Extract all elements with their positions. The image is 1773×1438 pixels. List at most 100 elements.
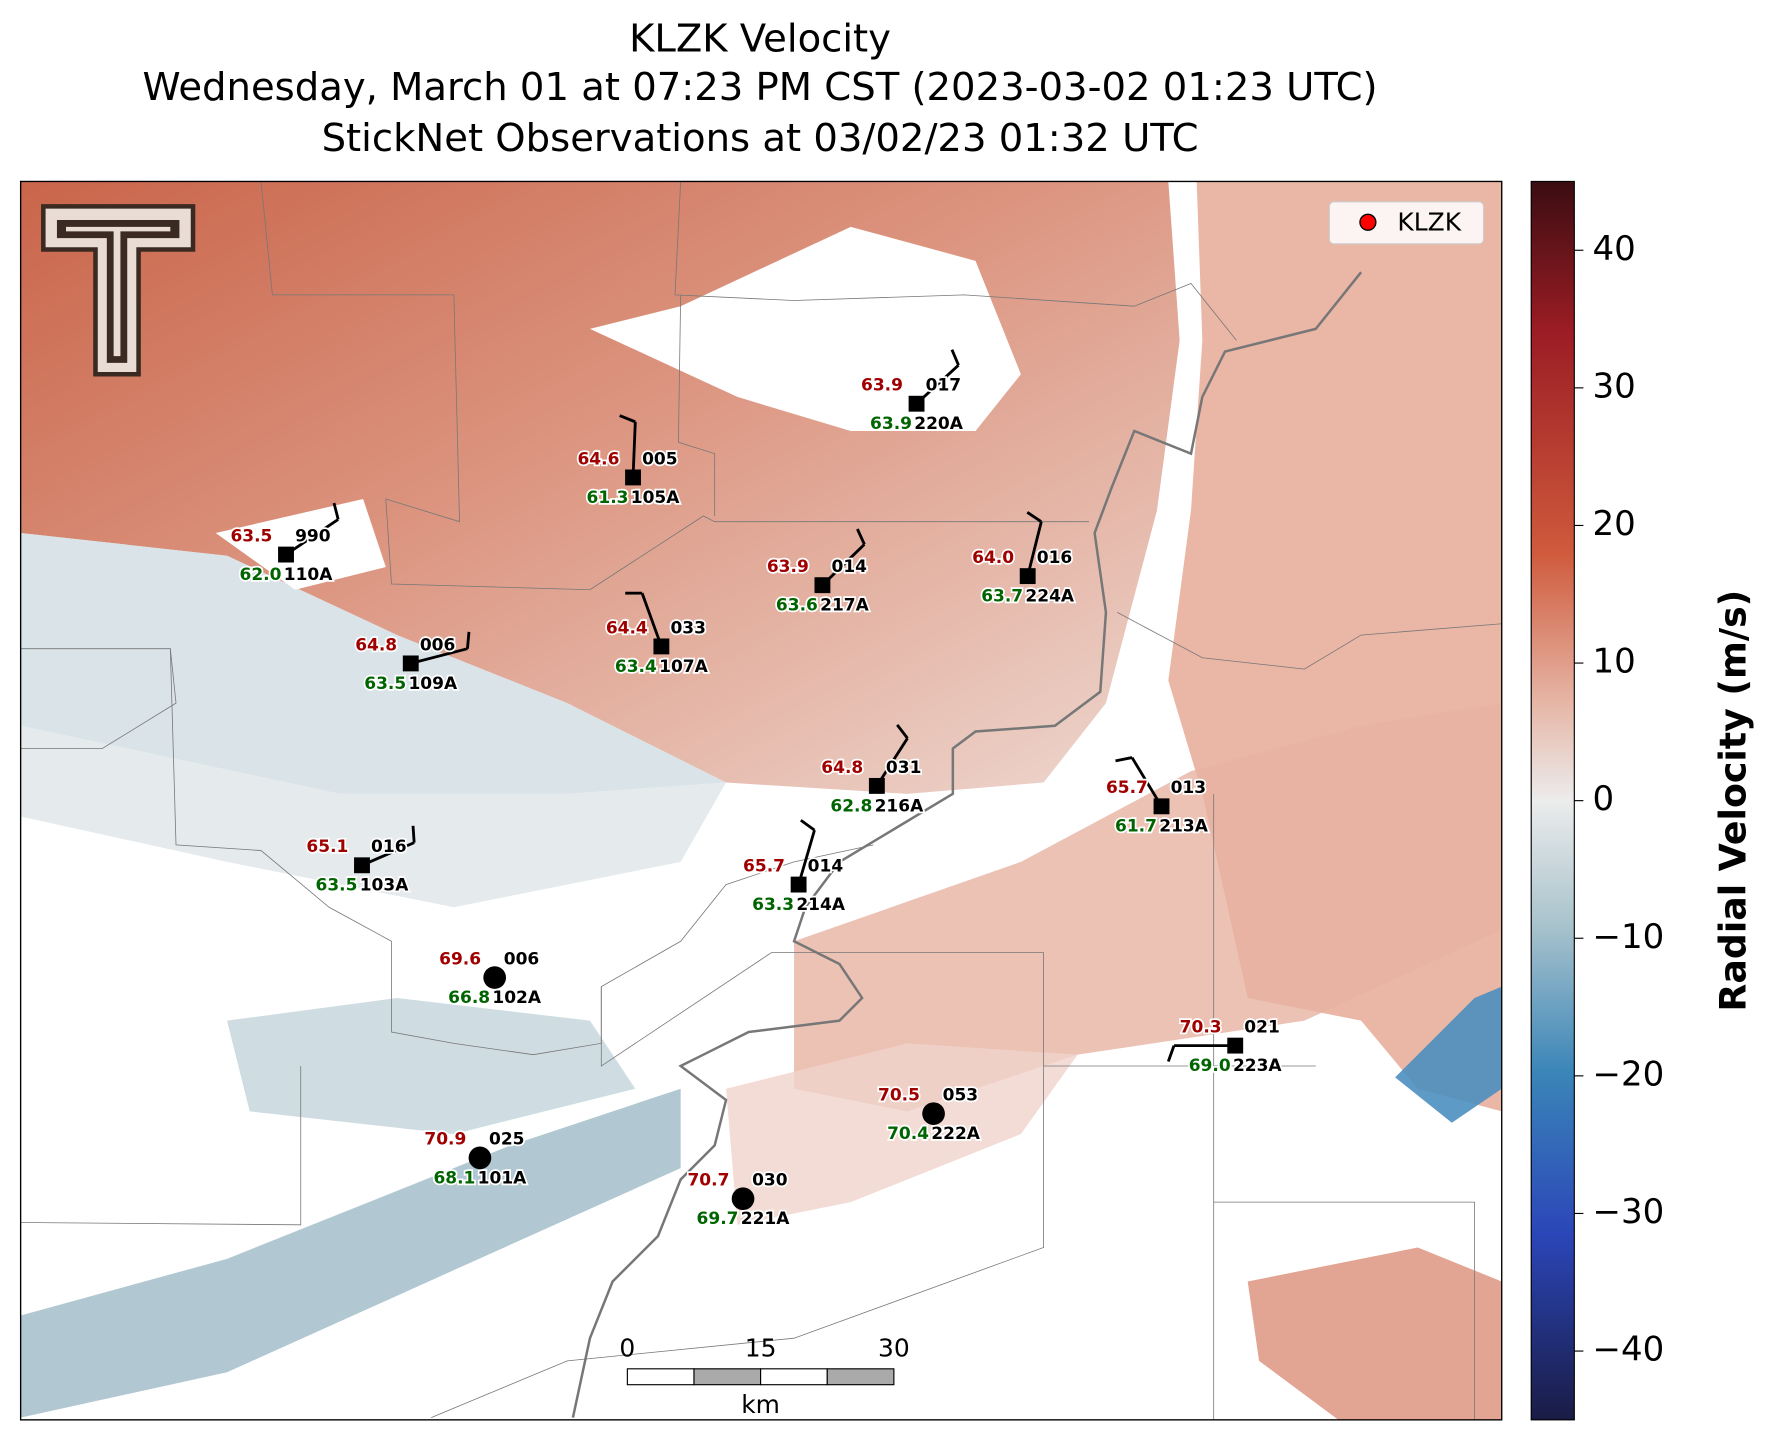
station-marker [814,577,831,594]
legend-marker [1359,213,1377,231]
wind-barb-flag [800,819,816,832]
station-id: 217A [820,596,869,616]
station-marker [731,1187,755,1211]
station-marker [468,1146,492,1170]
station-marker [1153,798,1170,815]
wind-barb-flag [950,349,960,366]
temperature: 65.1 [306,837,348,857]
dewpoint: 63.3 [752,895,794,915]
temperature: 69.6 [439,949,481,969]
station-id: 101A [478,1168,527,1188]
scale-tick-label: 0 [619,1334,635,1363]
wind-barb-flag [1115,756,1133,763]
dewpoint: 63.5 [364,674,406,694]
titles: KLZK Velocity Wednesday, March 01 at 07:… [142,16,1377,161]
pressure: 014 [808,856,844,876]
legend: KLZK [1328,201,1485,245]
temperature: 64.8 [821,758,863,778]
dewpoint: 61.7 [1115,817,1157,837]
pressure: 006 [504,949,540,969]
station-marker [1227,1037,1244,1054]
station-id: 213A [1159,817,1208,837]
legend-label: KLZK [1397,207,1461,236]
scale-tick-label: 15 [745,1334,777,1363]
temperature: 63.9 [861,376,903,396]
station-id: 105A [631,488,680,508]
station-id: 220A [914,414,963,434]
temperature: 64.4 [606,618,648,638]
station-id: 214A [796,895,845,915]
station-id: 222A [931,1124,980,1144]
station-id: 109A [408,674,457,694]
temperature: 70.3 [1180,1017,1222,1037]
wind-barb [797,829,816,885]
dewpoint: 69.0 [1189,1056,1231,1076]
temperature: 63.9 [767,557,809,577]
radar-map [20,181,1502,1420]
map-frame [19,180,1503,1421]
colorbar-label: Radial Velocity (m/s) [1711,590,1754,1012]
colorbar-tick-label: −30 [1592,1192,1664,1232]
temperature: 70.7 [687,1171,729,1191]
pressure: 016 [371,837,407,857]
station-marker [354,857,370,874]
dewpoint: 66.8 [448,988,490,1008]
wind-barb-flag [466,631,471,649]
colorbar-tick-label: 40 [1592,229,1635,269]
colorbar-tick-label: −40 [1592,1330,1664,1370]
station-marker [790,876,807,893]
pressure: 033 [670,618,706,638]
dewpoint: 63.6 [776,596,818,616]
dewpoint: 63.4 [615,657,657,677]
station-marker [483,966,507,989]
pressure: 025 [489,1130,525,1150]
wind-barb [361,841,415,867]
pressure: 016 [1037,548,1073,568]
station-id: 102A [492,988,541,1008]
station-marker [402,655,419,672]
station-marker [922,1102,945,1125]
pressure: 021 [1244,1017,1280,1037]
pressure: 030 [752,1171,788,1191]
station-id: 103A [360,876,409,896]
wind-barb [1026,521,1043,577]
wind-barb [640,592,663,647]
station-marker [1019,568,1036,585]
subtitle: Wednesday, March 01 at 07:23 PM CST (202… [142,65,1377,110]
pressure: 053 [943,1086,979,1106]
wind-barb-flag [1166,1045,1176,1062]
scale-unit: km [741,1390,780,1419]
dewpoint: 68.1 [433,1168,475,1188]
dewpoint: 63.5 [316,876,358,896]
colorbar-tick-label: 30 [1592,366,1635,406]
dewpoint: 62.0 [240,565,282,585]
temperature: 65.7 [1106,778,1148,798]
wind-barb [410,647,468,665]
dewpoint: 69.7 [697,1209,739,1229]
station-marker [278,546,294,563]
colorbar-tick-label: 20 [1592,504,1635,544]
dewpoint: 70.4 [887,1124,929,1144]
pressure: 990 [295,526,331,546]
station-id: 224A [1025,587,1074,607]
temperature: 64.8 [355,635,397,655]
station-marker [653,638,670,655]
wind-barb-flag [896,724,909,740]
colorbar-tick-label: −20 [1592,1054,1664,1094]
pressure: 006 [420,635,456,655]
wind-barb [631,421,637,478]
pressure: 014 [831,557,867,577]
station-id: 221A [741,1209,790,1229]
title: KLZK Velocity [629,16,891,61]
wind-barb-flag [332,502,340,520]
wind-barb-flag [1026,511,1043,523]
logo [41,204,196,377]
pressure: 013 [1171,778,1207,798]
temperature: 70.5 [878,1086,920,1106]
pressure: 005 [642,449,678,469]
wind-barb [1130,756,1163,808]
station-marker [625,469,641,486]
colorbar-tick-label: 0 [1592,779,1614,819]
wind-barb-flag [856,528,866,545]
